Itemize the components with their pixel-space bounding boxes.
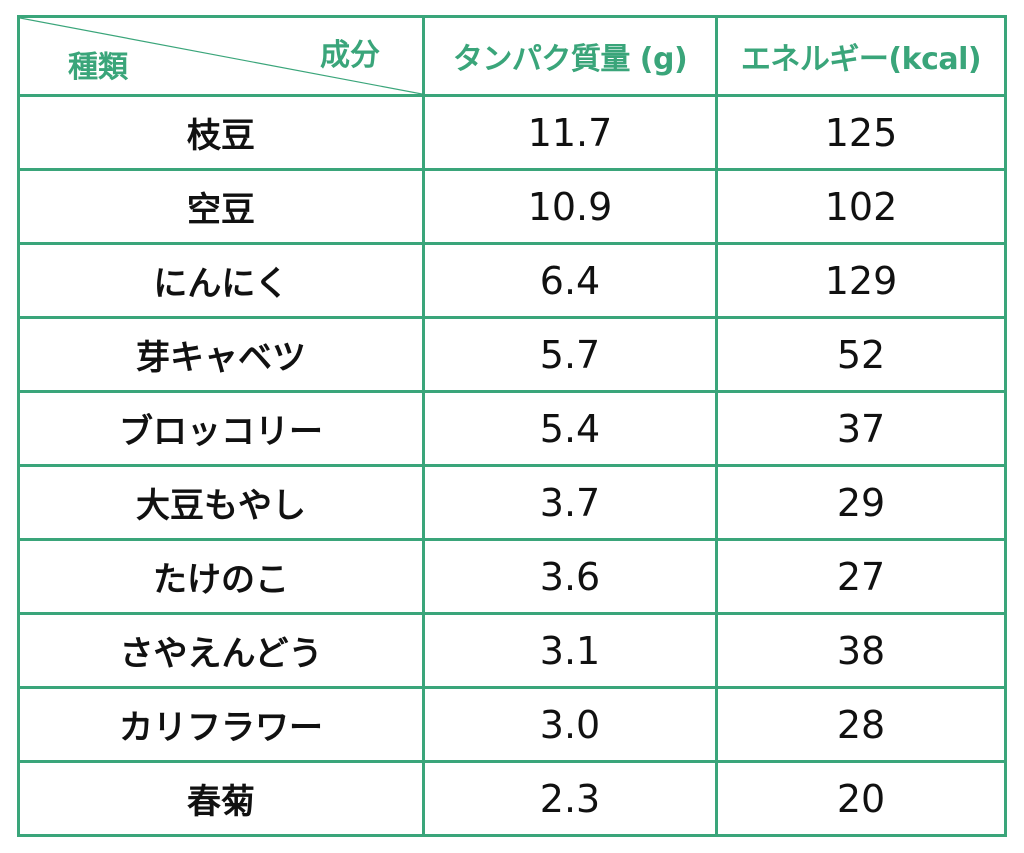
type-label: 種類 bbox=[68, 50, 128, 85]
table-row: 春菊 2.3 20 bbox=[17, 760, 1007, 837]
table-row: たけのこ 3.6 27 bbox=[17, 538, 1007, 615]
header-row: 成分 種類 タンパク質量 (g) エネルギー(kcal) bbox=[17, 15, 1007, 97]
protein-value: 3.1 bbox=[422, 612, 718, 689]
diagonal-divider bbox=[20, 18, 422, 94]
nutrition-table-container: 成分 種類 タンパク質量 (g) エネルギー(kcal) 枝豆 11.7 125… bbox=[17, 15, 1007, 837]
protein-value: 2.3 bbox=[422, 760, 718, 837]
energy-value: 52 bbox=[715, 316, 1007, 393]
table-row: ブロッコリー 5.4 37 bbox=[17, 390, 1007, 467]
vegetable-name: カリフラワー bbox=[17, 686, 425, 763]
vegetable-name: にんにく bbox=[17, 242, 425, 319]
vegetable-name: 芽キャベツ bbox=[17, 316, 425, 393]
energy-column-header: エネルギー(kcal) bbox=[715, 15, 1007, 97]
protein-value: 11.7 bbox=[422, 94, 718, 171]
table-row: カリフラワー 3.0 28 bbox=[17, 686, 1007, 763]
table-row: さやえんどう 3.1 38 bbox=[17, 612, 1007, 689]
corner-header-cell: 成分 種類 bbox=[17, 15, 425, 97]
energy-value: 38 bbox=[715, 612, 1007, 689]
component-label: 成分 bbox=[320, 38, 380, 73]
energy-value: 28 bbox=[715, 686, 1007, 763]
protein-value: 3.6 bbox=[422, 538, 718, 615]
vegetable-name: 大豆もやし bbox=[17, 464, 425, 541]
vegetable-name: ブロッコリー bbox=[17, 390, 425, 467]
vegetable-name: 空豆 bbox=[17, 168, 425, 245]
energy-value: 27 bbox=[715, 538, 1007, 615]
protein-value: 3.0 bbox=[422, 686, 718, 763]
energy-value: 129 bbox=[715, 242, 1007, 319]
protein-value: 10.9 bbox=[422, 168, 718, 245]
energy-value: 102 bbox=[715, 168, 1007, 245]
table-row: 大豆もやし 3.7 29 bbox=[17, 464, 1007, 541]
vegetable-name: たけのこ bbox=[17, 538, 425, 615]
table-row: 空豆 10.9 102 bbox=[17, 168, 1007, 245]
vegetable-name: 春菊 bbox=[17, 760, 425, 837]
protein-value: 3.7 bbox=[422, 464, 718, 541]
protein-value: 5.7 bbox=[422, 316, 718, 393]
table-row: 芽キャベツ 5.7 52 bbox=[17, 316, 1007, 393]
table-row: にんにく 6.4 129 bbox=[17, 242, 1007, 319]
nutrition-table: 成分 種類 タンパク質量 (g) エネルギー(kcal) 枝豆 11.7 125… bbox=[17, 15, 1007, 837]
energy-value: 20 bbox=[715, 760, 1007, 837]
vegetable-name: 枝豆 bbox=[17, 94, 425, 171]
protein-value: 5.4 bbox=[422, 390, 718, 467]
vegetable-name: さやえんどう bbox=[17, 612, 425, 689]
protein-value: 6.4 bbox=[422, 242, 718, 319]
energy-value: 125 bbox=[715, 94, 1007, 171]
energy-value: 37 bbox=[715, 390, 1007, 467]
protein-column-header: タンパク質量 (g) bbox=[422, 15, 718, 97]
table-row: 枝豆 11.7 125 bbox=[17, 94, 1007, 171]
energy-value: 29 bbox=[715, 464, 1007, 541]
